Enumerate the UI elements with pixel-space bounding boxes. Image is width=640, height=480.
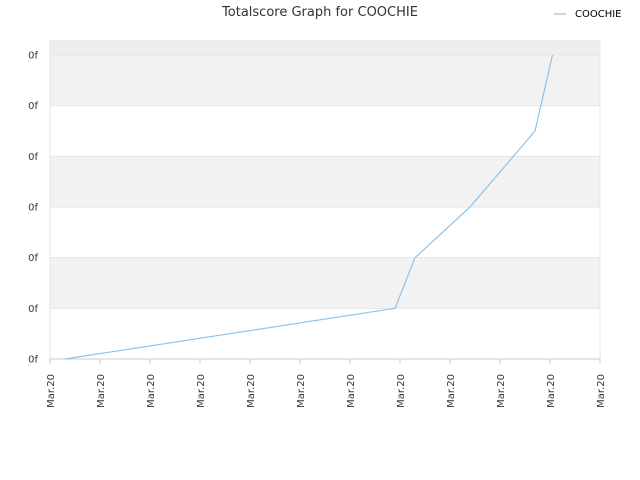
- x-tick-label: Mar.20: [246, 374, 257, 408]
- plot-band: [50, 55, 600, 106]
- x-tick-label: Mar.20: [396, 374, 407, 408]
- legend: COOCHIE: [554, 9, 622, 20]
- y-tick-label: 0f: [28, 203, 38, 214]
- plot-band: [50, 105, 600, 157]
- x-tick-label: Mar.20: [96, 374, 107, 408]
- y-tick-label: 0f: [28, 355, 38, 366]
- plot-band: [50, 257, 600, 309]
- x-tick-label: Mar.20: [496, 374, 507, 408]
- x-tick-label: Mar.20: [146, 374, 157, 408]
- plot-band-top: [50, 40, 600, 55]
- grid-lines: [49, 40, 601, 360]
- y-tick-label: 0f: [28, 253, 38, 264]
- x-tick-label: Mar.20: [446, 374, 457, 408]
- plot-band: [50, 156, 600, 207]
- legend-label-coochie: COOCHIE: [575, 9, 622, 20]
- x-axis-ticks: Mar.20 Mar.20 Mar.20 Mar.20 Mar.20 Mar.20 Mar.…: [46, 359, 607, 408]
- x-tick-label: Mar.20: [296, 374, 307, 408]
- y-tick-label: 0f: [28, 304, 38, 315]
- y-tick-label: 0f: [28, 152, 38, 163]
- chart-title: Totalscore Graph for COOCHIE: [221, 5, 418, 20]
- plot-band: [50, 308, 600, 359]
- x-tick-label: Mar.20: [546, 374, 557, 408]
- series-line-coochie: [64, 54, 554, 360]
- x-tick-label: Mar.20: [596, 374, 607, 408]
- plot-bands: [50, 40, 600, 359]
- x-tick-label: Mar.20: [346, 374, 357, 408]
- y-axis-ticks: 0f 0f 0f 0f 0f 0f 0f: [28, 51, 38, 366]
- series-layer: [64, 54, 554, 360]
- x-tick-label: Mar.20: [196, 374, 207, 408]
- y-tick-label: 0f: [28, 101, 38, 112]
- plot-band: [50, 207, 600, 258]
- y-tick-label: 0f: [28, 51, 38, 62]
- x-tick-label: Mar.20: [46, 374, 57, 408]
